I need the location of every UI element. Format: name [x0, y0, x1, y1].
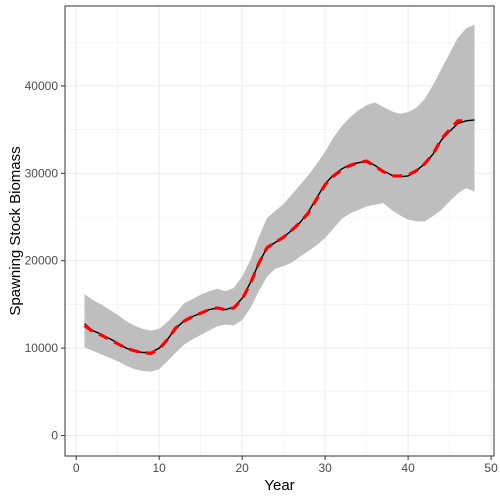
x-tick-label: 20: [235, 461, 249, 475]
confidence-band-layer: [84, 24, 475, 372]
x-tick-label: 30: [318, 461, 332, 475]
y-tick-label: 10000: [25, 341, 59, 355]
y-axis-title: Spawning Stock Biomass: [7, 146, 24, 315]
reference-line-layer: [83, 119, 467, 356]
y-tick-label: 40000: [25, 79, 59, 93]
x-tick-label: 40: [401, 461, 415, 475]
panel-border: [64, 5, 495, 457]
y-tick-label: 20000: [25, 254, 59, 268]
y-tick-label: 0: [51, 429, 58, 443]
reference-line: [83, 119, 467, 356]
x-axis: 0 10 20 30 40 50: [73, 456, 498, 475]
x-axis-title: Year: [264, 477, 294, 494]
x-tick-label: 10: [153, 461, 167, 475]
confidence-band: [84, 24, 475, 372]
plot-panel: [64, 5, 495, 457]
x-tick-label: 50: [484, 461, 498, 475]
y-axis: 0 10000 20000 30000 40000: [25, 79, 65, 443]
y-tick-label: 30000: [25, 166, 59, 180]
x-tick-label: 0: [73, 461, 80, 475]
